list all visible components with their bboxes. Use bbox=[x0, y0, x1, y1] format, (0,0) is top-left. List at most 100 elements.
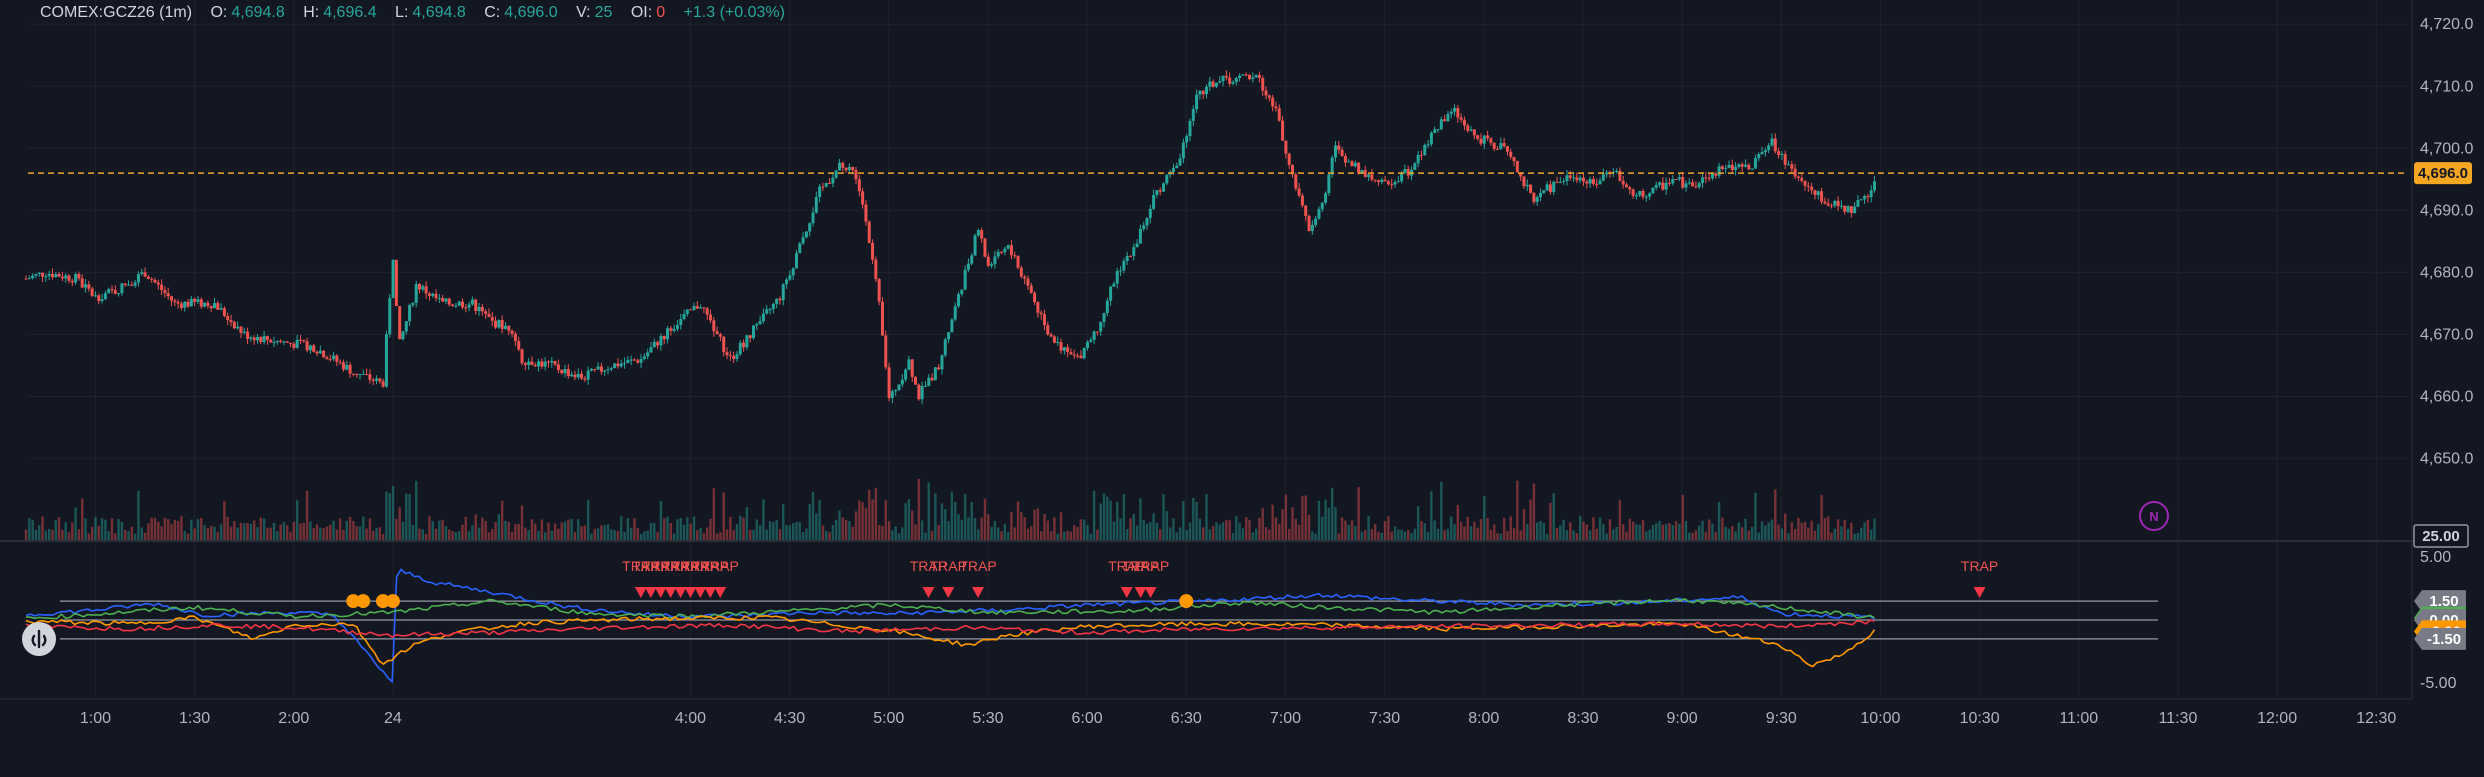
volume-bar bbox=[74, 507, 77, 540]
volume-bar bbox=[1380, 532, 1383, 540]
close-label: C: bbox=[484, 4, 501, 21]
candle-body bbox=[1000, 251, 1004, 253]
volume-bar bbox=[1162, 494, 1165, 540]
volume-bar bbox=[1159, 529, 1162, 540]
candle-body bbox=[1793, 168, 1797, 177]
volume-bar bbox=[408, 493, 411, 540]
volume-bar bbox=[114, 533, 117, 540]
candle-body bbox=[1727, 164, 1731, 168]
candle-body bbox=[461, 301, 465, 308]
candle-body bbox=[1406, 169, 1410, 176]
trap-marker-icon bbox=[942, 587, 955, 598]
candle-body bbox=[1654, 184, 1658, 188]
candle-body bbox=[798, 243, 802, 254]
candle-body bbox=[709, 314, 713, 321]
candle-body bbox=[1307, 216, 1311, 231]
candle-body bbox=[130, 284, 134, 286]
candle-body bbox=[1532, 192, 1536, 202]
volume-bar bbox=[801, 532, 805, 540]
volume-bar bbox=[137, 490, 140, 540]
candle-body bbox=[1142, 225, 1146, 229]
volume-bar bbox=[742, 517, 745, 540]
candle-body bbox=[1148, 208, 1152, 219]
candle-body bbox=[649, 347, 653, 353]
candle-body bbox=[527, 361, 531, 365]
volume-bar bbox=[133, 533, 137, 540]
volume-bar bbox=[1615, 527, 1618, 540]
volume-bar bbox=[1387, 516, 1390, 540]
time-axis[interactable]: 1:00 1:30 2:00 24 4:00 4:30 5:00 5:30 6:00 6:30 7:… bbox=[80, 710, 2397, 727]
volume-bar bbox=[213, 526, 216, 540]
volume-bar bbox=[1612, 529, 1615, 540]
candle-body bbox=[1697, 183, 1701, 188]
volume-bar bbox=[983, 498, 987, 540]
candle-body bbox=[685, 309, 689, 314]
volume-bar bbox=[1535, 522, 1539, 540]
volume-bar bbox=[1873, 518, 1876, 540]
candle-body bbox=[1578, 177, 1582, 181]
candle-body bbox=[970, 255, 974, 264]
volume-bar bbox=[54, 520, 57, 540]
time-tick-label: 5:30 bbox=[972, 710, 1003, 727]
symbol-label[interactable]: COMEX:GCZ26 (1m) bbox=[40, 4, 193, 21]
volume-bar bbox=[1846, 528, 1850, 540]
volume-bar bbox=[841, 517, 844, 540]
candle-body bbox=[1277, 108, 1281, 121]
candle-body bbox=[1099, 321, 1103, 332]
candle-body bbox=[1324, 193, 1328, 203]
volume-bar bbox=[348, 516, 352, 540]
candle-body bbox=[1175, 165, 1179, 168]
candle-body bbox=[675, 324, 679, 329]
volume-bar bbox=[1803, 521, 1807, 540]
volume-bar bbox=[163, 517, 167, 540]
candle-body bbox=[1046, 325, 1050, 335]
candle-body bbox=[1198, 90, 1202, 95]
candle-body bbox=[606, 369, 610, 371]
candle-body bbox=[887, 367, 891, 399]
candle-body bbox=[1211, 81, 1215, 87]
candle-body bbox=[1059, 342, 1063, 351]
volume-bar bbox=[517, 523, 520, 540]
volume-bar bbox=[47, 528, 51, 540]
trap-marker-label: TRAP bbox=[1122, 558, 1159, 574]
candle-body bbox=[1839, 205, 1843, 207]
volume-bar bbox=[1731, 526, 1734, 540]
volume-bar bbox=[1631, 521, 1635, 540]
candle-body bbox=[1796, 176, 1800, 178]
price-axis[interactable]: 4,720.0 4,710.0 4,700.0 4,690.0 4,680.0 4,670… bbox=[2411, 0, 2473, 699]
change-value: +1.3 (+0.03%) bbox=[683, 4, 785, 21]
volume-bar bbox=[871, 499, 874, 540]
news-marker[interactable]: N bbox=[2139, 501, 2169, 531]
volume-bar bbox=[1413, 528, 1417, 540]
time-tick-label: 1:30 bbox=[179, 710, 210, 727]
volume-bar bbox=[725, 529, 729, 540]
candle-body bbox=[586, 370, 590, 380]
volume-bar bbox=[259, 517, 262, 540]
volume-bar bbox=[1430, 491, 1433, 540]
volume-bar bbox=[494, 522, 497, 540]
volume-bar bbox=[147, 523, 150, 540]
volume-bar bbox=[1063, 531, 1066, 540]
candle-body bbox=[788, 275, 792, 280]
volume-bar bbox=[385, 491, 388, 540]
volume-bar bbox=[1311, 531, 1314, 540]
news-marker-circle[interactable] bbox=[2139, 501, 2169, 531]
volume-bar bbox=[1254, 528, 1258, 540]
volume-bar bbox=[1655, 523, 1658, 540]
volume-bar bbox=[1483, 496, 1486, 540]
volume-bar bbox=[633, 518, 636, 540]
volume-bar bbox=[1416, 506, 1420, 540]
volume-bar bbox=[719, 532, 722, 540]
candle-body bbox=[1343, 155, 1347, 163]
indicator-logo-icon[interactable] bbox=[22, 622, 56, 656]
candle-body bbox=[563, 369, 567, 374]
candle-body bbox=[1724, 167, 1728, 169]
candle-body bbox=[1542, 190, 1546, 193]
candle-body bbox=[947, 332, 951, 340]
volume-bar bbox=[266, 527, 269, 540]
candle-body bbox=[1092, 331, 1096, 340]
volume-bar bbox=[838, 510, 841, 540]
indicator-logo-glyph bbox=[31, 629, 47, 649]
volume-bar bbox=[81, 498, 84, 540]
